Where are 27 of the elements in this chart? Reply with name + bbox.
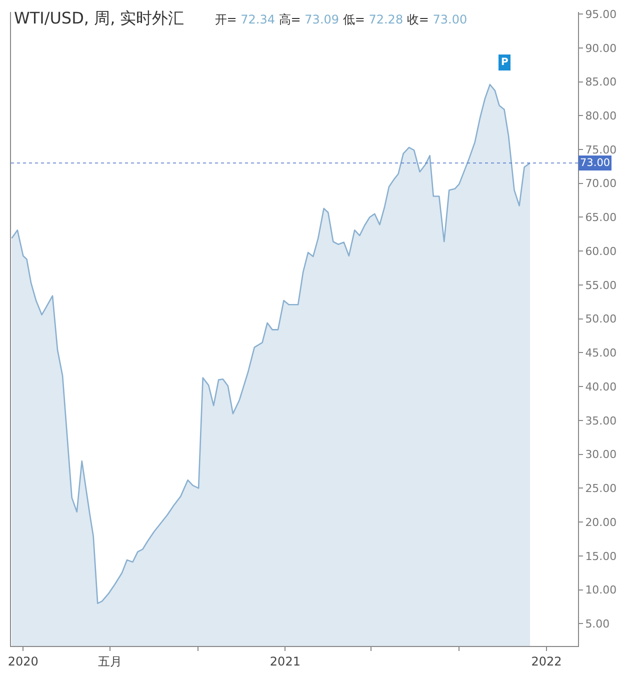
y-tick-label: 75.00 xyxy=(585,143,617,156)
x-tick-label: 2020 xyxy=(8,654,38,668)
y-tick-label: 50.00 xyxy=(585,312,617,326)
x-tick-label: 2021 xyxy=(270,654,300,668)
y-tick-label: 30.00 xyxy=(585,448,617,462)
y-tick-label: 80.00 xyxy=(585,109,617,122)
y-tick-label: 25.00 xyxy=(585,482,617,496)
annotation: P xyxy=(501,57,508,68)
y-tick-label: 15.00 xyxy=(585,550,617,563)
y-tick-label: 60.00 xyxy=(585,244,617,258)
y-tick-label: 45.00 xyxy=(585,346,617,360)
x-tick-label: 五月 xyxy=(98,654,122,668)
y-tick-label: 20.00 xyxy=(585,516,617,529)
y-tick-label: 10.00 xyxy=(585,584,617,597)
x-tick-label: 2022 xyxy=(531,654,562,668)
y-tick-label: 35.00 xyxy=(585,414,617,428)
y-tick-label: 55.00 xyxy=(585,278,617,292)
y-tick-label: 65.00 xyxy=(585,211,617,224)
ref-line-label: 73.00 xyxy=(580,157,610,169)
y-tick-label: 95.00 xyxy=(585,8,617,21)
y-tick-label: 90.00 xyxy=(585,42,617,55)
y-tick-label: 40.00 xyxy=(585,380,617,394)
chart-subtitle: 开= 72.34 高= 73.09 低= 72.28 收= 73.00 xyxy=(214,12,468,27)
chart-title: WTI/USD, 周, 实时外汇 xyxy=(14,8,184,28)
y-tick-label: 85.00 xyxy=(585,76,617,89)
y-tick-label: 5.00 xyxy=(585,618,610,630)
y-tick-label: 70.00 xyxy=(585,177,617,190)
